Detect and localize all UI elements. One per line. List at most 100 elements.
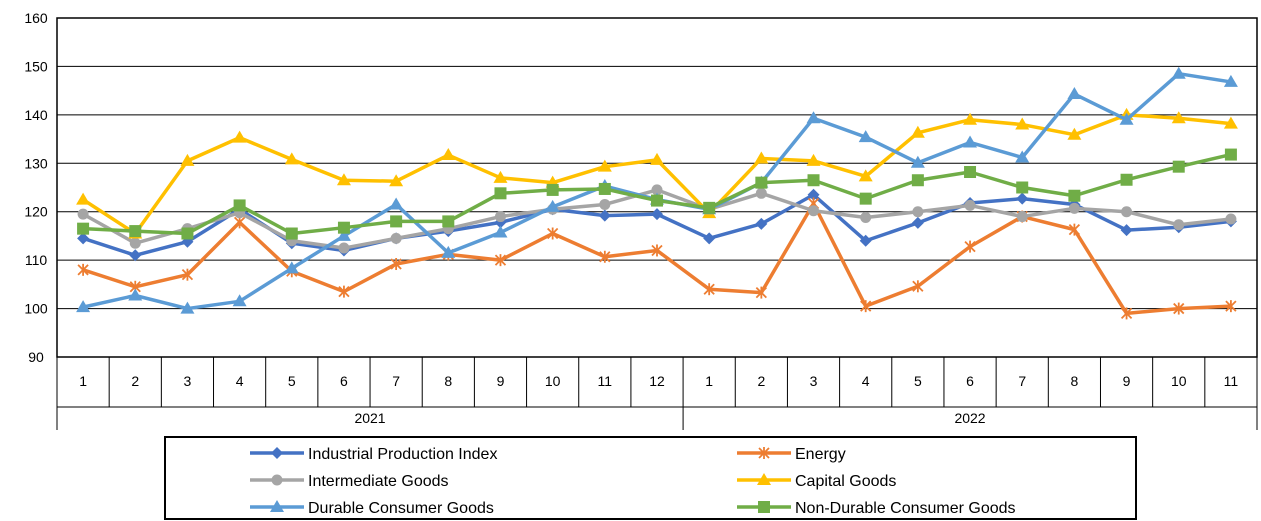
x-tick-label: 11: [598, 373, 613, 389]
data-point-intermediate-goods: [651, 184, 663, 196]
data-point-non-durable-consumer-goods: [1224, 148, 1237, 161]
data-point-intermediate-goods: [1016, 211, 1028, 223]
data-point-energy: [912, 280, 924, 293]
data-point-non-durable-consumer-goods: [964, 166, 977, 179]
data-point-energy: [1225, 300, 1237, 313]
group-label: 2021: [354, 410, 385, 426]
legend-marker: [271, 447, 283, 459]
gridlines: [56, 17, 1258, 358]
y-axis-tick-labels: 90 100 110 120 130 140 150 160: [24, 10, 48, 365]
y-tick-label: 120: [24, 204, 48, 220]
data-point-capital-goods: [650, 152, 664, 165]
data-point-capital-goods: [76, 192, 91, 205]
y-tick-label: 100: [24, 301, 48, 317]
legend-box: [164, 436, 1137, 520]
data-point-energy: [964, 240, 976, 253]
data-point-industrial-production-index: [911, 216, 924, 229]
series-energy: [77, 197, 1237, 320]
data-point-intermediate-goods: [964, 199, 976, 211]
data-point-non-durable-consumer-goods: [285, 227, 298, 240]
data-point-non-durable-consumer-goods: [807, 174, 820, 187]
data-point-non-durable-consumer-goods: [181, 227, 194, 240]
data-point-energy: [860, 300, 872, 313]
data-point-industrial-production-index: [129, 249, 142, 262]
data-point-energy: [755, 286, 767, 299]
legend-item-industrial-production-index: Industrial Production Index: [250, 446, 497, 463]
data-point-capital-goods: [232, 130, 247, 143]
data-point-non-durable-consumer-goods: [1068, 189, 1081, 202]
legend-marker: [758, 447, 770, 459]
data-point-industrial-production-index: [77, 232, 90, 245]
legend-label: Durable Consumer Goods: [308, 500, 494, 517]
x-tick-label: 10: [1171, 373, 1187, 389]
data-point-intermediate-goods: [1225, 213, 1237, 225]
data-point-durable-consumer-goods: [545, 199, 560, 212]
legend-label: Non-Durable Consumer Goods: [795, 500, 1016, 517]
data-point-durable-consumer-goods: [1119, 112, 1134, 125]
series-non-durable-consumer-goods: [77, 148, 1237, 240]
y-tick-label: 110: [25, 252, 48, 268]
x-tick-label: 1: [705, 373, 713, 389]
data-point-intermediate-goods: [390, 232, 402, 244]
data-point-industrial-production-index: [859, 234, 872, 247]
data-point-industrial-production-index: [807, 188, 820, 201]
data-point-durable-consumer-goods: [1171, 66, 1186, 79]
data-point-capital-goods: [1015, 117, 1030, 130]
data-point-industrial-production-index: [755, 217, 768, 230]
x-tick-label: 5: [914, 373, 922, 389]
data-point-energy: [651, 244, 663, 257]
data-point-capital-goods: [336, 173, 351, 186]
data-point-durable-consumer-goods: [284, 261, 299, 274]
x-tick-label: 11: [1224, 373, 1239, 389]
data-point-energy: [599, 250, 611, 263]
data-point-non-durable-consumer-goods: [755, 176, 768, 189]
legend-label: Capital Goods: [795, 473, 896, 490]
data-point-intermediate-goods: [860, 212, 872, 224]
data-point-non-durable-consumer-goods: [233, 199, 246, 212]
data-point-industrial-production-index: [703, 232, 716, 245]
data-point-non-durable-consumer-goods: [494, 187, 507, 200]
data-point-non-durable-consumer-goods: [337, 221, 350, 234]
legend-item-energy: Energy: [737, 446, 846, 463]
data-point-durable-consumer-goods: [1067, 87, 1082, 100]
x-tick-label: 4: [236, 373, 244, 389]
data-point-non-durable-consumer-goods: [77, 222, 90, 235]
data-point-energy: [547, 227, 559, 240]
data-point-durable-consumer-goods: [1015, 150, 1030, 163]
data-point-durable-consumer-goods: [180, 301, 195, 314]
data-point-energy: [181, 268, 194, 281]
data-point-capital-goods: [806, 153, 821, 166]
y-tick-label: 150: [24, 58, 48, 74]
data-point-durable-consumer-goods: [232, 294, 247, 307]
data-point-capital-goods: [180, 153, 195, 166]
x-tick-label: 7: [392, 373, 400, 389]
data-point-non-durable-consumer-goods: [390, 215, 403, 228]
data-point-energy: [233, 216, 246, 229]
x-tick-label: 5: [288, 373, 296, 389]
data-point-capital-goods: [858, 169, 873, 182]
data-point-durable-consumer-goods: [336, 228, 351, 241]
x-tick-label: 2: [757, 373, 765, 389]
x-tick-label: 6: [966, 373, 974, 389]
data-point-non-durable-consumer-goods: [651, 194, 663, 207]
legend-label: Intermediate Goods: [308, 473, 449, 490]
legend: Industrial Production Index Energy Interme…: [164, 436, 1137, 520]
x-tick-label: 9: [497, 373, 505, 389]
data-point-intermediate-goods: [755, 187, 767, 199]
series-lines: [76, 66, 1238, 320]
data-point-intermediate-goods: [129, 237, 141, 249]
data-point-energy: [494, 254, 507, 267]
y-tick-label: 140: [24, 107, 48, 123]
data-point-non-durable-consumer-goods: [703, 201, 716, 214]
data-point-durable-consumer-goods: [963, 135, 978, 148]
legend-item-non-durable-consumer-goods: Non-Durable Consumer Goods: [737, 500, 1016, 517]
data-point-industrial-production-index: [598, 209, 611, 222]
data-point-capital-goods: [284, 152, 299, 165]
data-point-durable-consumer-goods: [1223, 74, 1238, 87]
x-tick-label: 8: [444, 373, 452, 389]
data-point-capital-goods: [441, 148, 456, 161]
legend-marker: [758, 501, 770, 513]
data-point-intermediate-goods: [1068, 202, 1080, 214]
